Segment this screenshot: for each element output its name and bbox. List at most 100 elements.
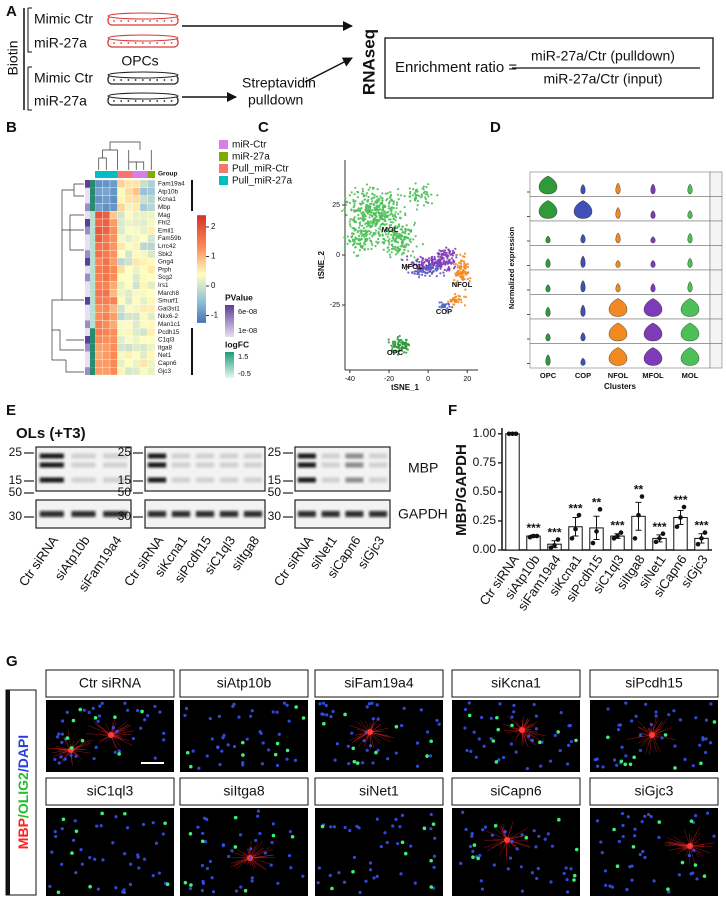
dapi-nucleus bbox=[250, 709, 254, 713]
dapi-nucleus bbox=[131, 736, 136, 741]
heat-cell bbox=[147, 289, 156, 298]
dish-cell bbox=[149, 100, 151, 102]
heat-cell bbox=[124, 265, 133, 274]
dish-cell bbox=[149, 20, 151, 22]
dapi-nucleus bbox=[604, 883, 608, 888]
dapi-nucleus bbox=[638, 733, 643, 737]
gene-strip bbox=[709, 294, 723, 320]
tsne-point bbox=[408, 187, 411, 190]
dapi-nucleus bbox=[599, 840, 603, 844]
tsne-point bbox=[345, 200, 348, 203]
annotation-cell bbox=[90, 180, 95, 188]
tsne-point bbox=[466, 263, 469, 266]
tsne-point bbox=[361, 190, 365, 193]
tsne-point bbox=[362, 193, 365, 196]
tsne-point bbox=[412, 187, 415, 191]
tsne-point bbox=[404, 232, 407, 235]
dapi-nucleus bbox=[470, 834, 474, 838]
heat-cell bbox=[109, 273, 118, 282]
annotation-cell bbox=[85, 203, 90, 212]
tsne-point bbox=[427, 257, 431, 260]
tsne-point bbox=[451, 249, 455, 252]
tsne-point bbox=[445, 255, 448, 258]
olig2-nucleus bbox=[574, 738, 578, 743]
heat-cell bbox=[94, 195, 103, 204]
dapi-nucleus bbox=[261, 741, 265, 745]
dapi-nucleus bbox=[672, 709, 676, 713]
dapi-nucleus bbox=[498, 702, 502, 706]
violin bbox=[687, 281, 693, 293]
tsne-point bbox=[418, 273, 421, 276]
tsne-point bbox=[450, 262, 453, 265]
tsne-point bbox=[359, 242, 362, 245]
dapi-nucleus bbox=[520, 833, 524, 837]
micrograph bbox=[180, 700, 308, 772]
dapi-nucleus bbox=[621, 823, 625, 828]
dapi-nucleus bbox=[471, 849, 475, 853]
tile-title-box bbox=[314, 777, 444, 806]
dapi-nucleus bbox=[527, 734, 531, 738]
heat-cell bbox=[147, 211, 156, 220]
tsne-point bbox=[375, 195, 379, 198]
tsne-point bbox=[369, 239, 372, 242]
dapi-nucleus bbox=[503, 830, 507, 834]
tsne-point bbox=[378, 234, 381, 237]
dapi-nucleus bbox=[601, 765, 605, 769]
violin-row bbox=[529, 196, 711, 222]
dapi-nucleus bbox=[618, 723, 623, 727]
tsne-point bbox=[393, 345, 396, 348]
tsne-point bbox=[411, 271, 414, 274]
heat-cell bbox=[124, 312, 133, 321]
mbp-process bbox=[249, 854, 273, 859]
dapi-nucleus bbox=[221, 843, 225, 847]
heat-cell bbox=[132, 281, 141, 290]
tsne-point bbox=[406, 255, 409, 258]
tsne-point bbox=[371, 222, 375, 226]
tsne-point bbox=[371, 192, 374, 195]
stain-label: MBP/OLIG2/DAPI bbox=[15, 735, 31, 849]
dapi-nucleus bbox=[385, 840, 389, 845]
tsne-point bbox=[373, 196, 376, 199]
row-dendrogram bbox=[51, 183, 84, 373]
dapi-nucleus bbox=[694, 814, 698, 818]
olig2-nucleus bbox=[510, 723, 514, 728]
tsne-point bbox=[424, 193, 428, 196]
tsne-point bbox=[421, 273, 424, 276]
tsne-point bbox=[403, 194, 406, 198]
tsne-point bbox=[390, 199, 393, 202]
tsne-point bbox=[382, 248, 385, 251]
tsne-point bbox=[392, 237, 395, 240]
dapi-nucleus bbox=[481, 828, 485, 832]
violin bbox=[615, 182, 621, 195]
olig2-nucleus bbox=[623, 762, 628, 767]
olig2-nucleus bbox=[69, 746, 74, 750]
tsne-point bbox=[394, 349, 397, 352]
tsne-point bbox=[365, 239, 368, 242]
gene-strip bbox=[709, 269, 723, 295]
gene-label: Pcdh15 bbox=[158, 329, 180, 336]
dish-cell bbox=[120, 20, 123, 22]
heat-cell bbox=[124, 250, 133, 259]
tsne-point bbox=[398, 236, 401, 239]
tsne-point bbox=[397, 212, 400, 216]
dapi-nucleus bbox=[136, 855, 140, 859]
tsne-point bbox=[445, 269, 448, 272]
tsne-point bbox=[400, 346, 403, 349]
heat-cell bbox=[124, 203, 133, 212]
dish-cell bbox=[113, 79, 115, 81]
tsne-point bbox=[454, 247, 457, 250]
gene-label: Fhl2 bbox=[158, 220, 171, 227]
mbp-process bbox=[689, 845, 712, 847]
tsne-point bbox=[376, 188, 379, 191]
annotation-cell bbox=[85, 367, 90, 375]
ladder-label: 25 bbox=[118, 445, 132, 459]
tsne-point bbox=[353, 241, 356, 244]
dapi-nucleus bbox=[534, 727, 538, 731]
significance-label: *** bbox=[694, 519, 708, 533]
cluster-label: COP bbox=[436, 307, 452, 316]
tsne-point bbox=[400, 339, 403, 342]
group-cell bbox=[117, 171, 125, 178]
highlight-bar bbox=[191, 328, 193, 375]
tsne-point bbox=[398, 216, 402, 219]
tsne-point bbox=[413, 221, 416, 225]
